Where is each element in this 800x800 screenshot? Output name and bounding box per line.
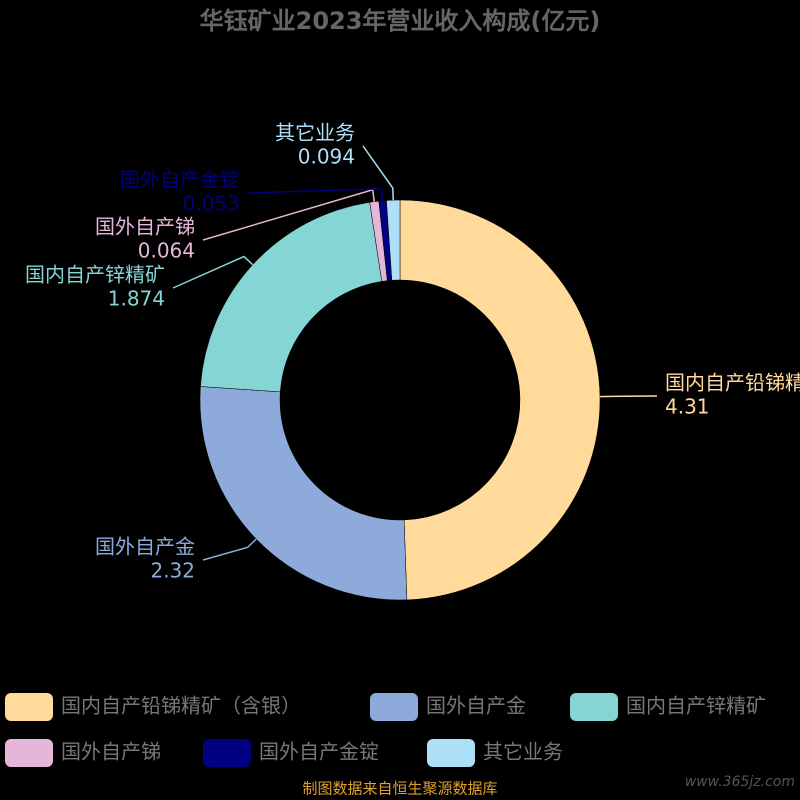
slice-label: 其它业务 [275,121,355,145]
watermark: www.365jz.com [685,774,795,790]
legend-swatch [203,739,251,767]
slice-value: 4.31 [665,395,710,419]
legend-label: 国外自产金 [426,694,526,718]
source-note: 制图数据来自恒生聚源数据库 [302,780,497,798]
donut-slice [199,386,408,601]
legend-swatch [570,693,618,721]
legend-swatch [370,693,418,721]
slice-value: 1.874 [108,287,165,311]
legend-label: 国内自产铅锑精矿（含银） [61,694,301,718]
legend-label: 其它业务 [483,740,563,764]
leader-line [247,188,384,201]
slice-label: 国外自产金锭 [120,168,240,192]
legend-swatch [5,693,53,721]
donut-slice [399,199,601,601]
donut-slice [200,202,383,393]
slice-label: 国外自产金 [95,535,195,559]
leader-line [172,255,254,289]
chart-title: 华钰矿业2023年营业收入构成(亿元) [200,7,601,35]
legend-label: 国外自产锑 [61,740,161,764]
slice-value: 0.094 [298,145,355,169]
legend-label: 国内自产锌精矿 [626,694,766,718]
legend-swatch [427,739,475,767]
leader-line [202,538,257,561]
slice-label: 国内自产锌精矿 [25,263,165,287]
leader-line [599,395,658,398]
leader-line [362,145,394,201]
legend-swatch [5,739,53,767]
slice-value: 0.064 [138,239,195,263]
legend-label: 国外自产金锭 [259,740,379,764]
slice-value: 0.053 [183,192,240,216]
slice-label: 国外自产锑 [95,215,195,239]
slice-value: 2.32 [150,559,195,583]
donut-slice [386,199,401,281]
slice-label: 国内自产铅锑精矿（含银） [665,371,800,395]
